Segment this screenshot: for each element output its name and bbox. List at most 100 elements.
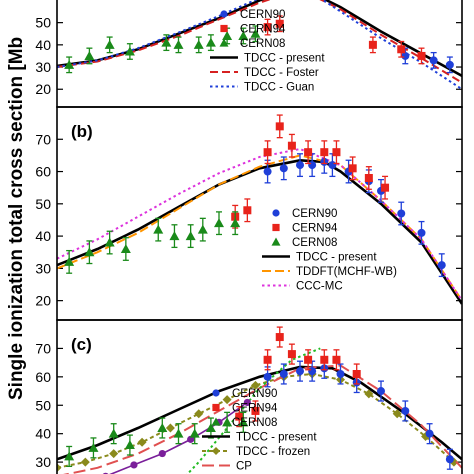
legend: CERN90 CERN94 CERN08 TDCC - present TDCC - f… [202,388,317,473]
theory-curve-tdcc-present [57,365,462,461]
theory-marker [158,449,166,458]
data-point-cern94 [332,355,341,364]
data-point-cern90 [401,406,410,415]
data-point-cern08 [222,417,233,427]
data-point-cern08 [173,39,184,49]
data-point-cern90 [308,367,317,376]
y-tick-label: 70 [35,340,51,356]
data-point-cern94 [352,370,361,378]
data-point-cern08 [230,218,241,228]
data-point-cern90 [425,429,434,438]
data-point-cern08 [84,50,95,60]
theory-marker [222,395,232,405]
legend: CERN90 CERN94 CERN08 TDCC - present TDCC - F… [210,9,325,94]
legend-label: CERN90 [232,388,277,400]
data-point-cern90 [336,370,345,378]
legend-marker [212,403,220,412]
data-point-cern94 [263,148,272,157]
legend-label: TDCC - Foster [244,67,319,79]
legend: CERN90 CERN94 CERN08 TDCC - present TDDFT(MC… [262,208,397,293]
theory-curve-tdcc-guan [57,0,462,91]
data-point-cern08 [169,231,180,241]
data-point-cern94 [275,19,284,28]
data-point-cern94 [304,148,313,157]
data-point-cern08 [238,30,249,40]
data-point-cern08 [214,218,224,228]
y-tick-label: 40 [35,228,51,244]
theory-curve-tddft-mchf-wb- [57,154,462,302]
theory-curve-tdcc-present [57,158,462,305]
data-point-cern08 [108,428,119,438]
data-point-cern08 [124,440,135,450]
data-point-cern94 [364,174,373,182]
data-point-cern08 [120,244,131,253]
data-point-cern94 [332,148,341,157]
panels: 20 30 40 50 CERN90 CERN94 CERN08 TDCC - present… [35,0,463,474]
legend-label: CERN08 [232,417,277,429]
data-point-cern08 [84,247,95,257]
y-tick-label: 50 [35,397,51,413]
theory-curve-tdcc-foster [57,0,462,84]
data-point-cern94 [251,406,260,415]
y-tick-label: 30 [35,454,51,470]
plot-area [57,326,462,474]
legend-marker [219,38,229,47]
legend-marker [272,223,280,232]
theory-marker [243,398,251,407]
data-point-cern90 [377,387,385,396]
data-point-cern94 [304,355,313,364]
plot-area [57,114,462,305]
y-tick-label: 60 [35,369,51,385]
theory-marker [250,380,260,390]
panel-3: 30 40 50 60 70 (c) CERN90 CERN94 CERN08 TDCC - pr… [35,319,463,474]
legend-label: TDCC - present [296,252,377,264]
y-tick-label: 30 [35,59,51,75]
data-point-cern08 [197,224,208,234]
theory-curve-unlabeled-3 [186,347,321,474]
data-point-cern94 [275,333,284,342]
panel-1: 20 30 40 50 CERN90 CERN94 CERN08 TDCC - present… [35,0,463,108]
legend-marker [220,24,228,33]
theory-curve-cp [63,364,462,474]
data-point-cern08 [64,256,75,266]
data-point-cern94 [381,183,390,192]
legend-marker [211,417,221,426]
theory-curve-tdcc-frozen [57,372,455,469]
data-point-cern08 [64,59,75,69]
data-point-cern08 [104,237,115,247]
data-point-cern90 [279,370,288,378]
legend-marker [220,10,228,18]
legend-label: CERN94 [240,24,286,36]
data-point-cern94 [275,122,284,131]
legend-label: CERN94 [292,223,338,235]
data-point-cern08 [104,39,115,49]
panel-tag: (b) [71,122,93,141]
legend-label: CERN94 [232,403,278,415]
data-point-cern90 [445,60,454,69]
data-point-cern90 [263,167,272,176]
panel-2: 20 30 40 50 60 70 (b) CERN90 CERN94 CERN08 TDCC - … [35,106,463,321]
data-point-cern90 [263,372,272,381]
data-point-cern08 [124,46,135,56]
theory-marker [57,463,62,473]
data-point-cern08 [205,37,216,47]
data-point-cern08 [88,442,99,452]
legend-label: TDDFT(MCHF-WB) [296,266,397,278]
legend-label: TDCC - present [236,432,317,444]
y-tick-label: 40 [35,426,51,442]
theory-marker [364,389,374,399]
data-point-cern90 [328,161,337,170]
data-point-cern08 [193,39,204,49]
y-tick-label: 50 [35,196,51,212]
data-point-cern94 [417,51,426,60]
panel-frame [56,319,463,474]
legend-label: CERN08 [292,237,337,249]
y-tick-label: 20 [35,293,51,309]
legend-label: TDCC - Guan [244,82,314,94]
y-tick-label: 40 [35,37,51,53]
data-point-cern08 [157,423,168,432]
legend-label: CP [236,461,252,473]
data-point-cern08 [161,37,172,47]
data-point-cern90 [429,56,438,65]
